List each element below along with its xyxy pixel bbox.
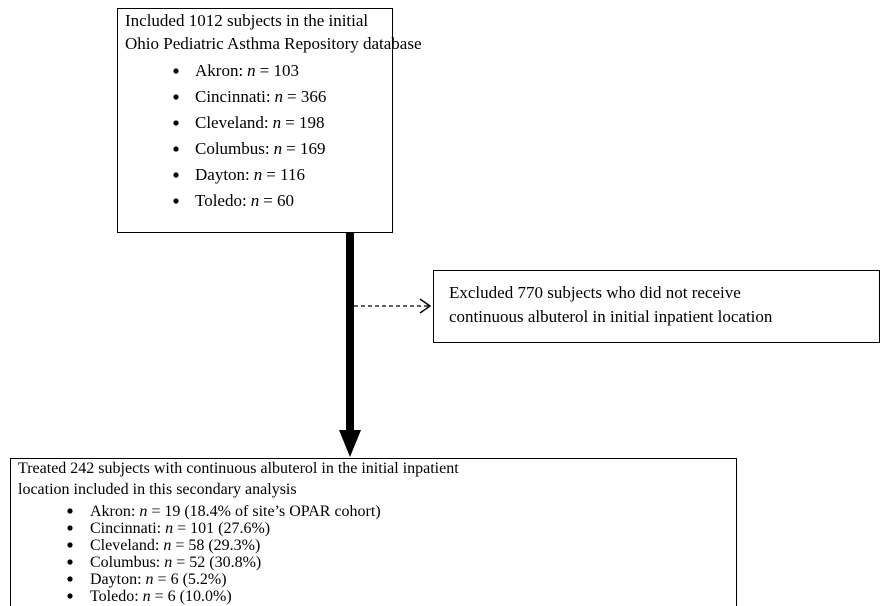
bullet-item: Cincinnati: n = 101 (27.6%) [90,520,270,537]
bullet [173,94,179,100]
box-text: Excluded 770 subjects who did not receiv… [449,283,773,326]
box-line: Excluded 770 subjects who did not receiv… [449,283,741,302]
count: = 116 [266,165,305,184]
box-text: Included 1012 subjects in the initial Ohi… [125,11,422,210]
site-name: Cincinnati: [195,87,271,106]
bullet-item: Toledo: n = 6 (10.0%) [90,588,232,605]
bullet-item: Akron: n = 103 [195,61,299,80]
bullet [67,508,73,514]
count: = 60 [263,191,294,210]
box-excluded [433,270,880,343]
box-treated [10,458,737,606]
bullet [173,198,179,204]
bullet-item: Akron: n = 19 (18.4% of site’s OPAR cohort… [90,503,381,520]
bullet-item: Dayton: n = 116 [195,165,305,184]
bullet [67,593,73,599]
bullet-item: Dayton: n = 6 (5.2%) [90,571,227,588]
variable: n [274,139,283,158]
bullet-item: Columbus: n = 169 [195,139,325,158]
exclusion-arrow-head [419,298,432,314]
variable: n [275,87,284,106]
site-name: Cleveland: [195,113,269,132]
variable: n [143,588,151,605]
box-line: Ohio Pediatric Asthma Repository databas… [125,34,422,53]
box-line: Treated 242 subjects with continuous alb… [18,460,459,477]
count: = 366 [287,87,326,106]
site-name: Dayton: [90,571,142,588]
main-arrow-head [339,430,361,457]
variable: n [164,554,172,571]
bullet-item: Cleveland: n = 198 [195,113,325,132]
site-name: Toledo: [90,588,139,605]
bullet [173,120,179,126]
site-name: Dayton: [195,165,250,184]
variable: n [139,503,147,520]
bullet [67,559,73,565]
box-line: location included in this secondary anal… [18,481,297,498]
count: = 6 (5.2%) [158,571,227,588]
text-layer: Included 1012 subjects in the initial Ohi… [18,11,773,605]
variable: n [146,571,154,588]
bullet-item: Columbus: n = 52 (30.8%) [90,554,261,571]
bullet [173,146,179,152]
count: = 198 [285,113,324,132]
bullet [67,542,73,548]
site-name: Akron: [90,503,135,520]
site-name: Columbus: [90,554,160,571]
box-line: Included 1012 subjects in the initial [125,11,368,30]
box-text: Treated 242 subjects with continuous alb… [18,460,459,605]
count: = 101 (27.6%) [177,520,270,537]
main-arrow-shaft [346,232,354,432]
variable: n [251,191,260,210]
variable: n [165,520,173,537]
count: = 58 (29.3%) [175,537,260,554]
bullet [67,576,73,582]
count: = 19 (18.4% of site’s OPAR cohort) [151,503,380,520]
count: = 169 [286,139,325,158]
site-name: Cincinnati: [90,520,161,537]
site-name: Toledo: [195,191,247,210]
box-line: continuous albuterol in initial inpatien… [449,307,773,326]
site-name: Columbus: [195,139,270,158]
count: = 52 (30.8%) [176,554,261,571]
bullet [173,172,179,178]
bullet [173,68,179,74]
variable: n [247,61,256,80]
variable: n [163,537,171,554]
box-included [117,8,393,233]
variable: n [254,165,263,184]
site-name: Akron: [195,61,243,80]
count: = 103 [260,61,299,80]
bullet-item: Cincinnati: n = 366 [195,87,326,106]
count: = 6 (10.0%) [155,588,232,605]
site-name: Cleveland: [90,537,159,554]
variable: n [273,113,282,132]
bullet-item: Cleveland: n = 58 (29.3%) [90,537,260,554]
bullet-item: Toledo: n = 60 [195,191,294,210]
bullet [67,525,73,531]
